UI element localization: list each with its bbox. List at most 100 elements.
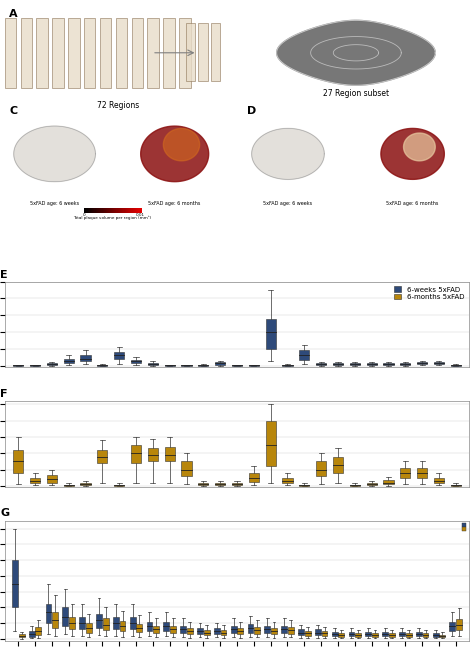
Bar <box>133 208 134 213</box>
Bar <box>137 624 142 632</box>
Legend: 6-weeks 5xFAD, 6-months 5xFAD: 6-weeks 5xFAD, 6-months 5xFAD <box>393 285 466 302</box>
Bar <box>113 208 114 213</box>
Bar <box>333 363 343 365</box>
Bar <box>91 208 92 213</box>
Bar <box>135 208 136 213</box>
Bar <box>47 363 57 365</box>
Bar <box>81 355 91 361</box>
Bar <box>299 485 310 486</box>
Bar <box>265 421 276 466</box>
Bar <box>97 208 98 213</box>
Text: 5xFAD age: 6 weeks: 5xFAD age: 6 weeks <box>264 201 312 206</box>
FancyBboxPatch shape <box>179 18 191 87</box>
FancyBboxPatch shape <box>147 18 159 87</box>
Bar <box>89 208 90 213</box>
Bar <box>148 448 158 461</box>
Bar <box>198 483 209 485</box>
Bar <box>288 627 294 634</box>
FancyBboxPatch shape <box>52 18 64 87</box>
Bar <box>283 365 292 366</box>
Bar <box>333 457 343 473</box>
Bar <box>237 628 243 634</box>
Bar <box>298 630 304 635</box>
Bar <box>146 622 153 631</box>
Bar <box>249 365 259 366</box>
Bar <box>389 633 395 637</box>
Bar <box>231 626 237 633</box>
Bar <box>366 363 377 365</box>
Bar <box>137 208 138 213</box>
Bar <box>110 208 112 213</box>
Bar <box>64 485 74 486</box>
Bar <box>121 208 122 213</box>
Bar <box>130 617 136 630</box>
Bar <box>338 633 344 637</box>
Legend: , : , <box>462 522 467 531</box>
Bar <box>109 208 111 213</box>
Bar <box>305 631 310 635</box>
Bar <box>97 365 108 366</box>
Bar <box>136 208 137 213</box>
Bar <box>417 362 427 364</box>
Bar <box>182 365 191 366</box>
Bar <box>400 468 410 477</box>
Bar <box>215 362 225 365</box>
Bar <box>350 485 360 486</box>
Bar <box>164 365 175 366</box>
Bar <box>94 208 96 213</box>
Text: Total plaque volume per region (mm³): Total plaque volume per region (mm³) <box>73 215 151 220</box>
Bar <box>97 450 108 463</box>
Bar <box>449 622 456 631</box>
Bar <box>264 626 270 633</box>
Bar <box>107 208 109 213</box>
Bar <box>106 208 107 213</box>
Bar <box>382 632 388 636</box>
Bar <box>451 365 461 366</box>
Bar <box>88 208 89 213</box>
Bar <box>103 619 109 630</box>
Bar <box>131 445 141 463</box>
Bar <box>299 351 310 360</box>
Polygon shape <box>14 126 95 182</box>
Bar <box>141 208 142 213</box>
Bar <box>416 632 422 636</box>
Bar <box>129 208 130 213</box>
Bar <box>134 208 135 213</box>
Text: 27 Region subset: 27 Region subset <box>323 89 389 98</box>
Polygon shape <box>403 133 435 161</box>
Bar <box>170 626 176 633</box>
Bar <box>122 208 123 213</box>
Bar <box>372 633 378 637</box>
Text: 0.01: 0.01 <box>136 214 145 217</box>
Bar <box>130 208 132 213</box>
Bar <box>406 633 411 637</box>
Bar <box>114 352 124 359</box>
Bar <box>120 208 121 213</box>
Text: G: G <box>0 509 9 518</box>
Bar <box>433 633 438 637</box>
Bar <box>115 208 117 213</box>
Bar <box>96 614 102 628</box>
Bar <box>281 626 287 633</box>
Text: F: F <box>0 389 8 399</box>
Bar <box>86 623 92 633</box>
Bar <box>164 622 169 631</box>
Polygon shape <box>252 128 324 179</box>
Bar <box>98 208 99 213</box>
Polygon shape <box>141 126 209 182</box>
Bar <box>30 477 40 483</box>
FancyBboxPatch shape <box>5 18 16 87</box>
Bar <box>104 208 105 213</box>
FancyBboxPatch shape <box>100 18 111 87</box>
Bar <box>79 617 85 630</box>
Bar <box>127 208 128 213</box>
Bar <box>86 208 88 213</box>
Bar <box>232 365 242 366</box>
Bar <box>456 619 462 630</box>
Bar <box>119 621 126 631</box>
Polygon shape <box>277 20 435 85</box>
Text: 0: 0 <box>83 214 85 217</box>
Bar <box>215 483 225 485</box>
FancyBboxPatch shape <box>116 18 127 87</box>
FancyBboxPatch shape <box>211 23 220 81</box>
